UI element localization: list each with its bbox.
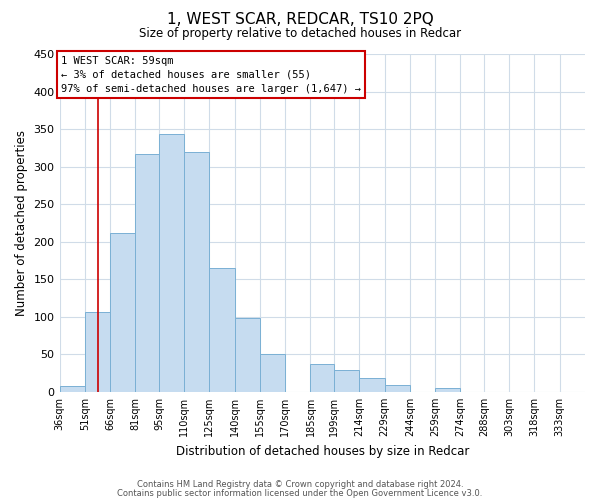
Bar — [85, 312, 110, 392]
Text: Contains HM Land Registry data © Crown copyright and database right 2024.: Contains HM Land Registry data © Crown c… — [137, 480, 463, 489]
Y-axis label: Number of detached properties: Number of detached properties — [15, 130, 28, 316]
X-axis label: Distribution of detached houses by size in Redcar: Distribution of detached houses by size … — [176, 444, 469, 458]
Bar — [184, 152, 209, 392]
Bar — [235, 318, 260, 392]
Bar — [209, 268, 235, 392]
Bar — [334, 370, 359, 392]
Text: Size of property relative to detached houses in Redcar: Size of property relative to detached ho… — [139, 28, 461, 40]
Bar — [159, 134, 184, 392]
Bar — [310, 364, 334, 392]
Bar — [359, 378, 385, 392]
Bar — [260, 354, 285, 392]
Bar — [110, 234, 136, 392]
Bar — [136, 154, 159, 392]
Text: 1, WEST SCAR, REDCAR, TS10 2PQ: 1, WEST SCAR, REDCAR, TS10 2PQ — [167, 12, 433, 28]
Bar — [59, 386, 85, 392]
Bar — [435, 388, 460, 392]
Bar — [385, 385, 410, 392]
Text: Contains public sector information licensed under the Open Government Licence v3: Contains public sector information licen… — [118, 488, 482, 498]
Text: 1 WEST SCAR: 59sqm
← 3% of detached houses are smaller (55)
97% of semi-detached: 1 WEST SCAR: 59sqm ← 3% of detached hous… — [61, 56, 361, 94]
